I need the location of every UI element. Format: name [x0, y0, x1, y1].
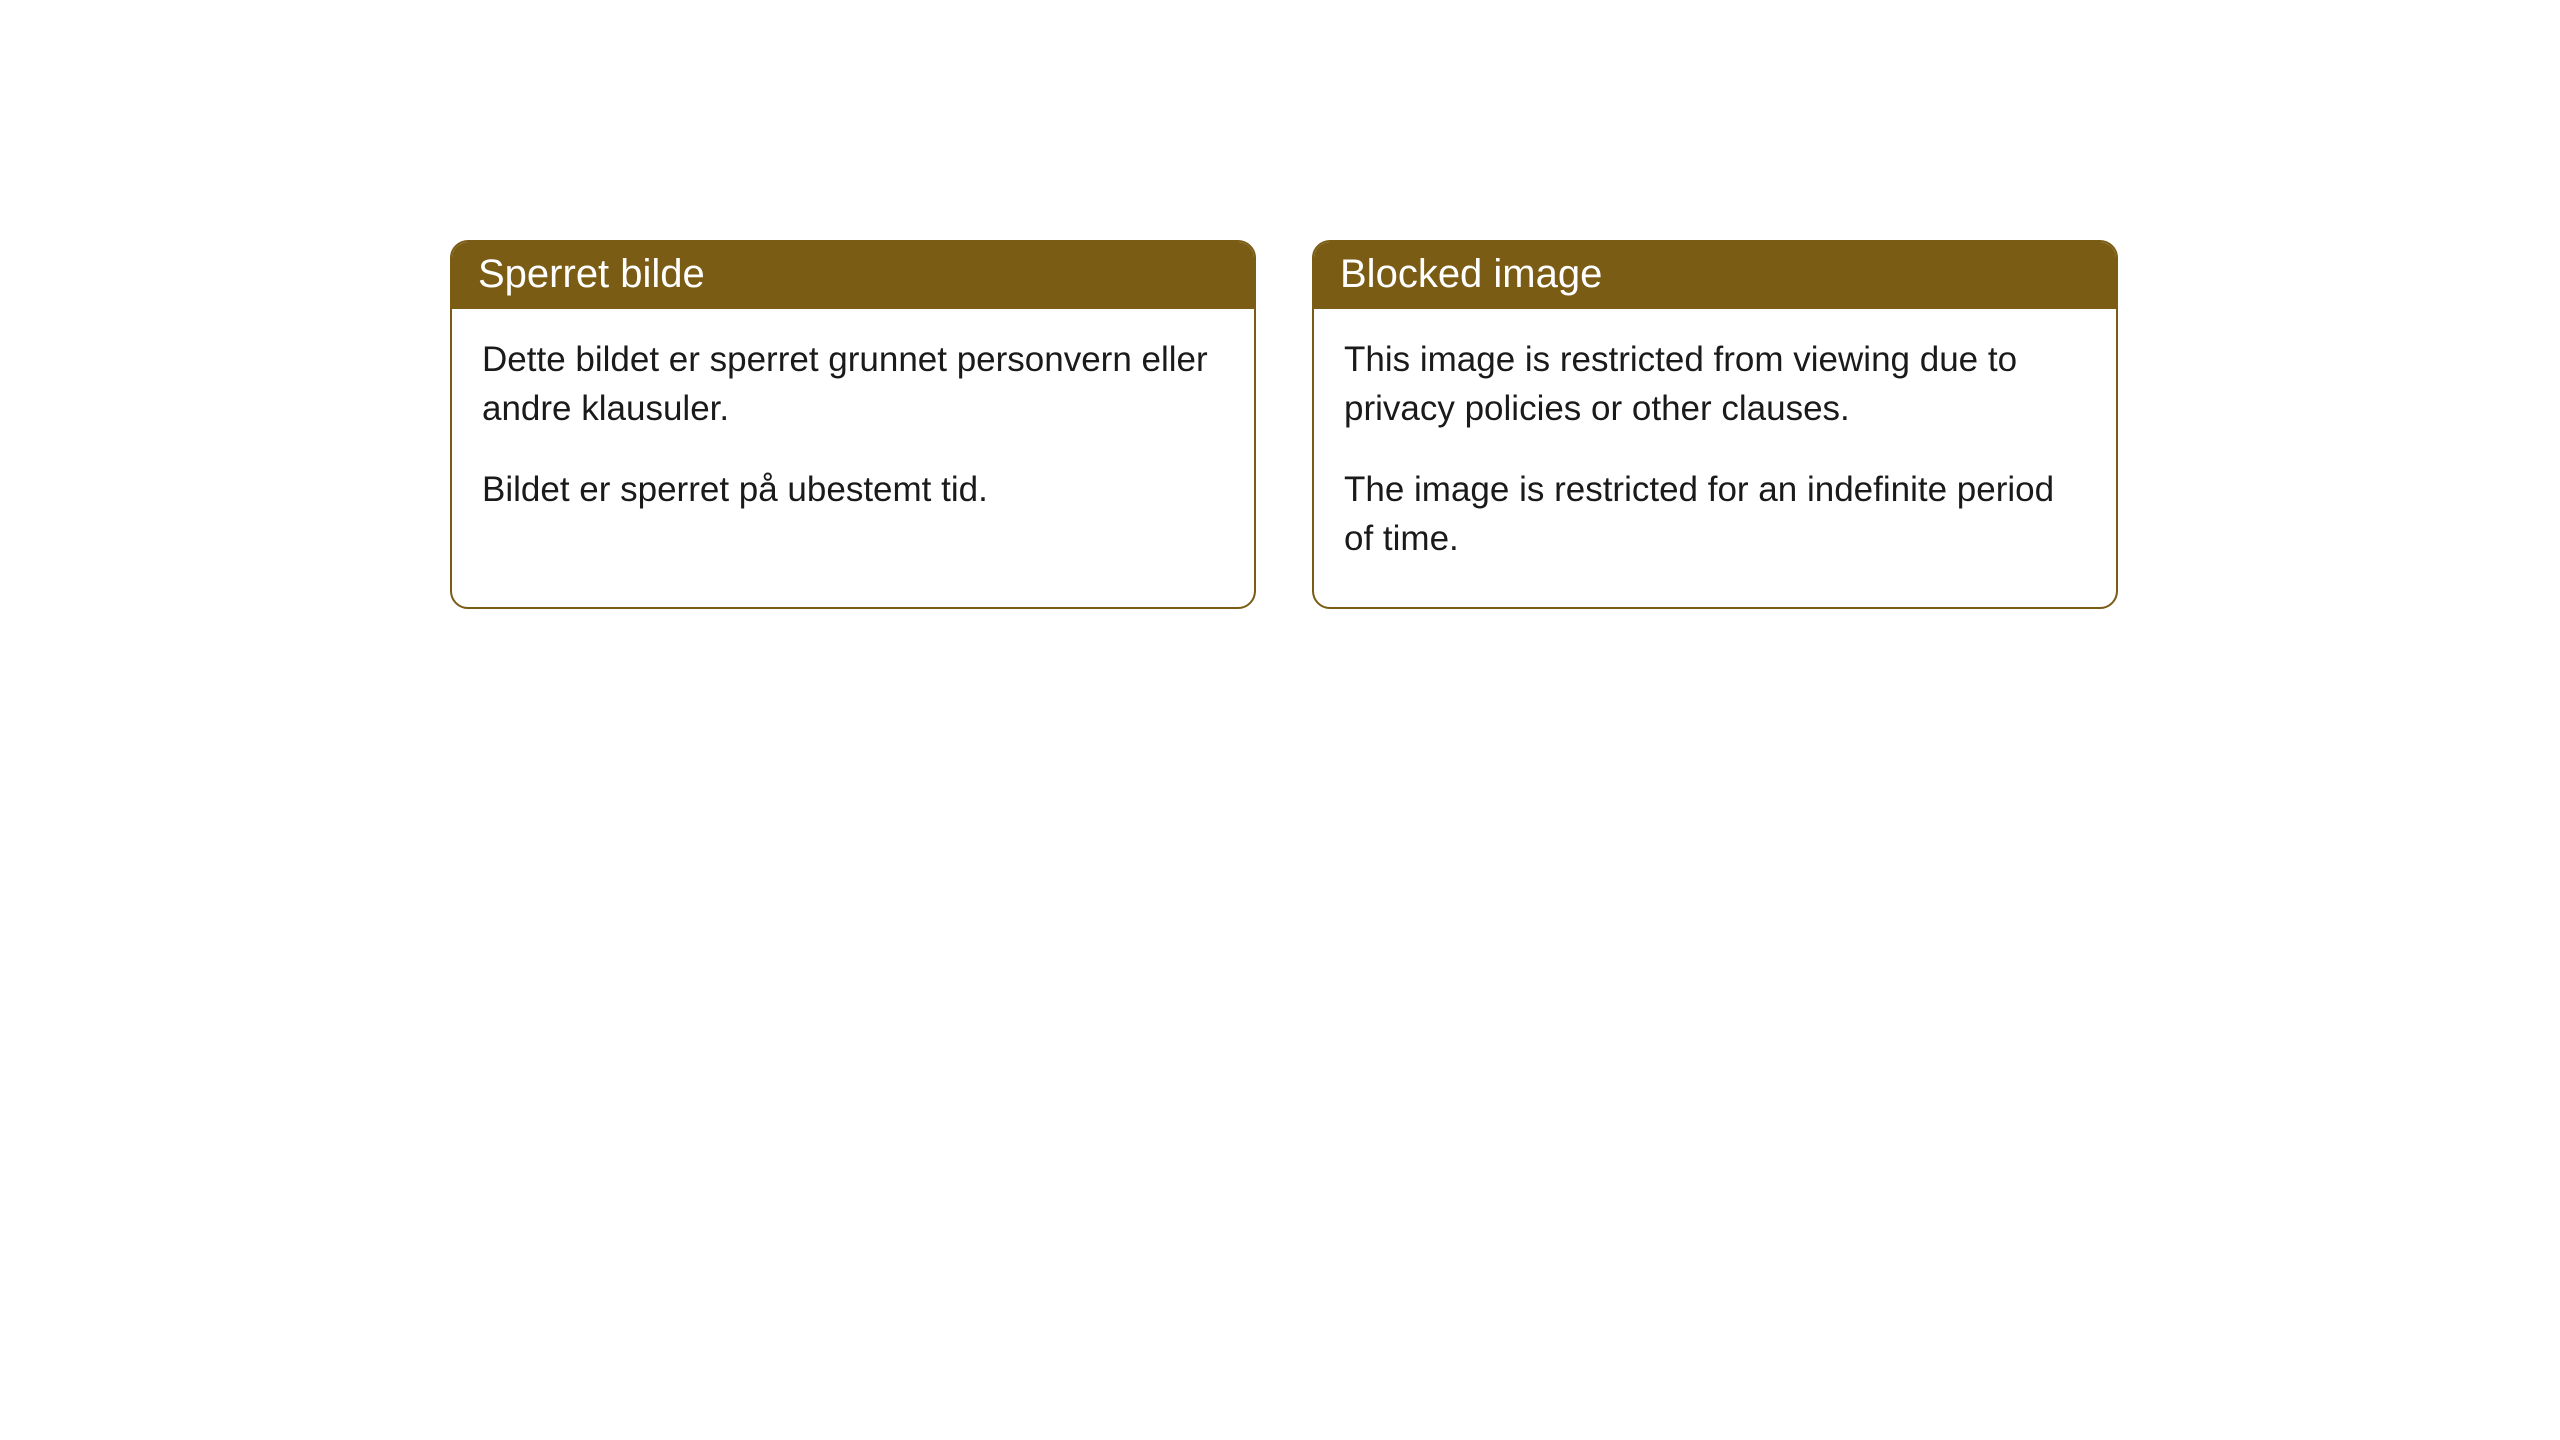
card-title: Sperret bilde [478, 252, 705, 296]
card-title: Blocked image [1340, 252, 1602, 296]
notice-container: Sperret bilde Dette bildet er sperret gr… [0, 0, 2560, 609]
card-paragraph-1: This image is restricted from viewing du… [1344, 335, 2086, 433]
notice-card-english: Blocked image This image is restricted f… [1312, 240, 2118, 609]
card-paragraph-1: Dette bildet er sperret grunnet personve… [482, 335, 1224, 433]
card-header: Blocked image [1314, 242, 2116, 309]
card-paragraph-2: Bildet er sperret på ubestemt tid. [482, 465, 1224, 514]
card-paragraph-2: The image is restricted for an indefinit… [1344, 465, 2086, 563]
card-header: Sperret bilde [452, 242, 1254, 309]
card-body: Dette bildet er sperret grunnet personve… [452, 309, 1254, 558]
notice-card-norwegian: Sperret bilde Dette bildet er sperret gr… [450, 240, 1256, 609]
card-body: This image is restricted from viewing du… [1314, 309, 2116, 607]
